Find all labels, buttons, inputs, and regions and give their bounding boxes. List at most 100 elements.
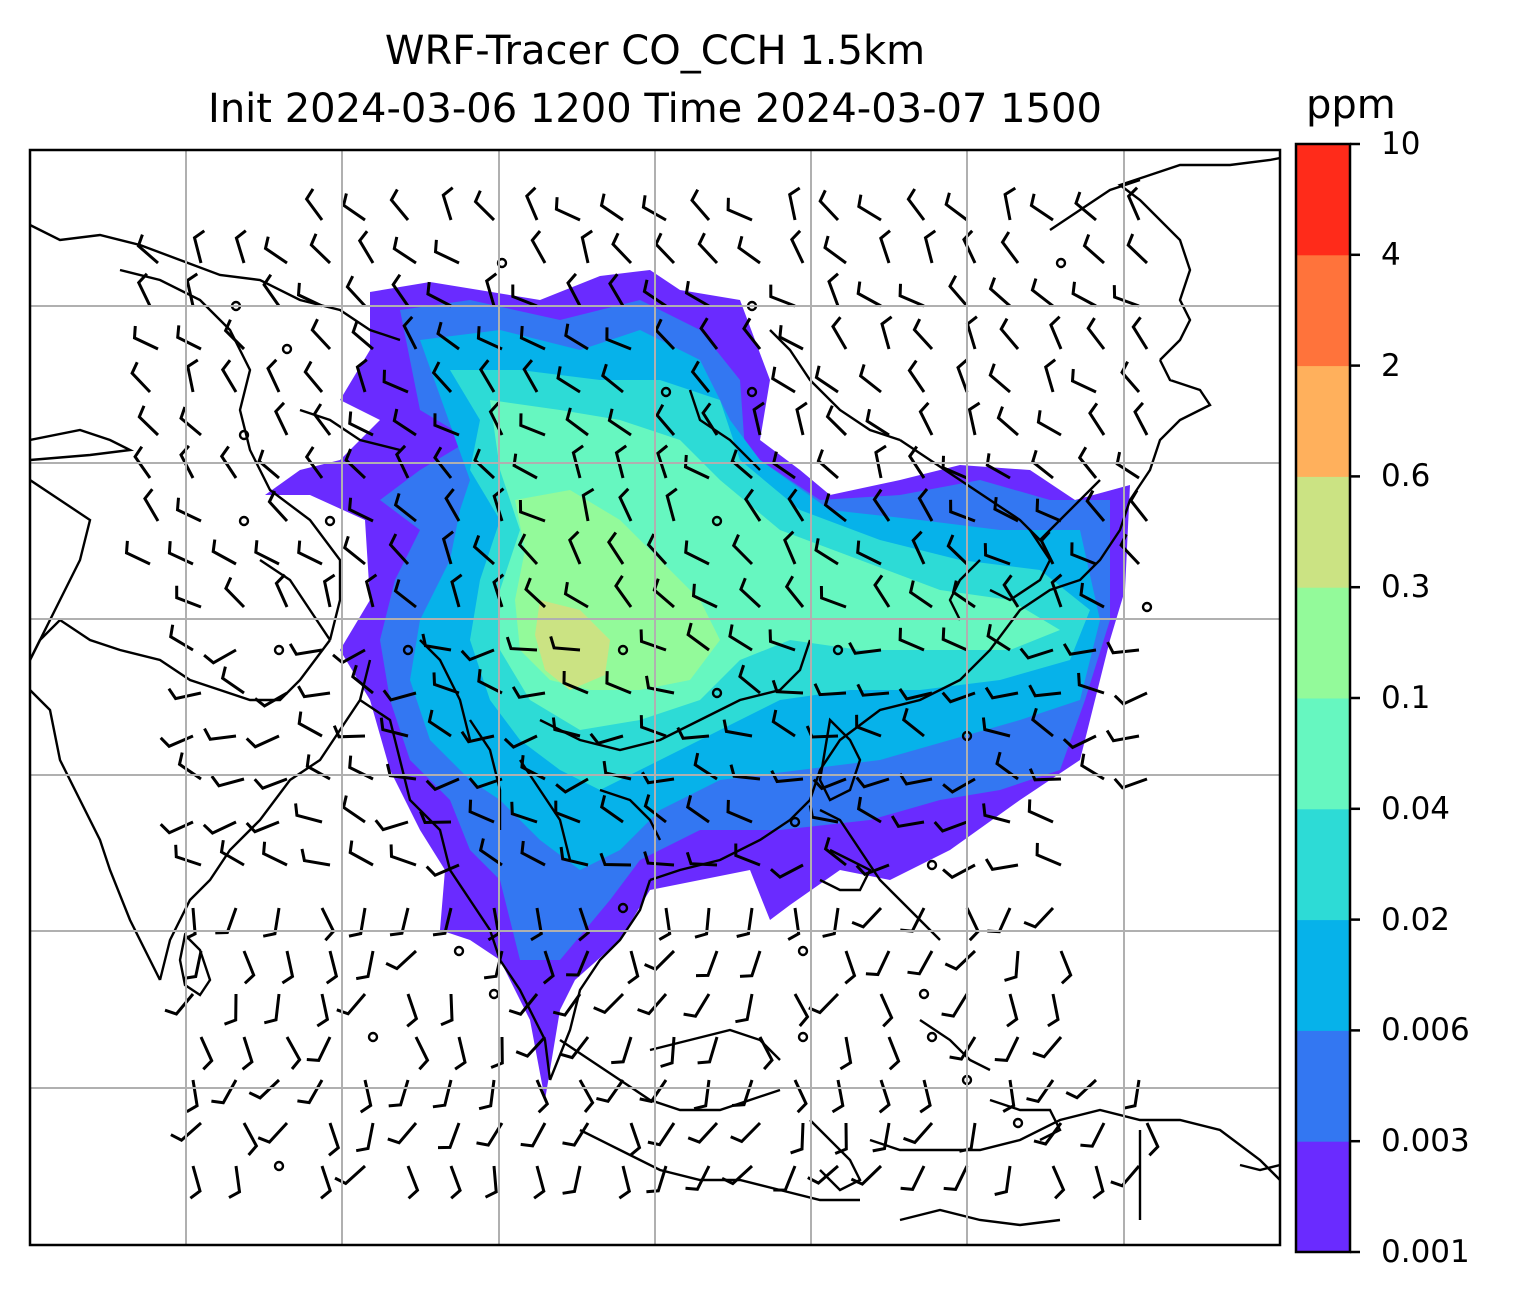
wind-barb [982,803,1011,824]
wind-barb [344,448,367,480]
wind-barb [505,636,538,652]
wind-barb [549,635,581,652]
wind-barb [699,317,719,350]
wind-barb [336,993,367,1016]
calm-wind-marker [453,945,465,957]
wind-barb [1000,231,1020,264]
colorbar-swatch [1296,144,1350,256]
wind-barb [1029,193,1054,222]
wind-barb [565,407,589,437]
wind-barb [851,906,883,929]
wind-barb [345,275,367,308]
wind-barb [242,1122,259,1156]
wind-barb [132,325,159,351]
wind-barb [606,531,625,565]
wind-barb [220,666,245,695]
wind-barb [738,664,761,695]
wind-barb [691,583,718,609]
wind-barb [1059,950,1073,985]
wind-barb [460,730,495,744]
colorbar-swatch [1296,365,1350,477]
calm-wind-marker [273,1160,285,1172]
wind-barb [1120,361,1141,393]
wind-barb [1113,777,1148,790]
calm-wind-marker [660,386,672,398]
wind-barb [253,777,288,790]
wind-barbs [124,186,1160,1200]
wind-barb [1050,573,1063,608]
wind-barb [1035,498,1062,523]
colorbar-swatch [1296,254,1350,367]
wind-barb [907,445,926,479]
wind-barb [856,281,882,308]
wind-barb [1080,1122,1106,1148]
wind-barb [601,363,624,394]
calm-wind-marker [238,429,250,441]
wind-barb [643,794,667,824]
wind-barb [245,734,280,749]
colorbar-tick-label: 0.6 [1381,458,1431,495]
colorbar-tick-label: 0.006 [1381,1012,1470,1049]
wind-barb [879,229,891,264]
wind-barb [454,1036,467,1071]
wind-barb [511,686,546,699]
wind-barb [406,1165,420,1200]
wind-barb [878,1079,891,1114]
wind-barb [564,323,589,351]
wind-barb [436,321,460,351]
wind-barb [855,714,882,738]
wind-barb [578,1079,595,1113]
calm-wind-marker [281,343,293,355]
wind-barb [303,360,324,393]
wind-barb [1077,446,1098,479]
wind-barb [524,577,547,609]
wind-barb [518,499,546,523]
wind-barb [562,1122,590,1147]
wind-barb [999,317,1020,350]
wind-barb [581,487,595,522]
wind-barb [223,319,246,351]
wind-barb [266,358,281,393]
wind-barb [297,540,323,566]
wind-barb [646,533,668,566]
wind-barb [850,1164,883,1186]
wind-barb [554,800,581,824]
wind-barb [348,411,374,437]
wind-barb [912,318,934,351]
wind-barb [566,950,590,977]
wind-barb [393,492,417,523]
wind-barb [900,1165,926,1191]
wind-barb [1019,647,1054,660]
wind-barb [199,1036,214,1071]
wind-barb [563,581,589,609]
wind-barb [690,360,711,393]
wind-barb [827,272,840,307]
wind-barb [599,193,624,222]
wind-barb [274,573,289,608]
wind-barb [562,1165,582,1195]
wind-barb [478,1079,496,1111]
wind-barb [1030,449,1054,480]
colorbar-tick-label: 0.04 [1381,790,1451,827]
wind-barb [643,851,675,867]
wind-barb [887,1036,901,1071]
calm-wind-markers [230,257,1153,1172]
wind-barb [814,365,839,394]
map-frame [28,148,1282,1247]
wind-barb [175,585,202,609]
wind-barb [731,534,754,566]
wind-barb [684,540,710,566]
wind-barb [941,455,968,480]
wind-barb [1070,542,1097,566]
wind-barb [183,907,197,941]
wind-barb [944,949,977,971]
wind-barb [743,488,762,522]
wind-barb [449,1165,462,1200]
calm-wind-marker [797,945,809,957]
wind-barb [262,273,281,307]
wind-barb [245,820,280,834]
wind-barb [1113,691,1148,706]
wind-barb [517,533,539,566]
wind-barb [856,540,882,566]
wind-barb [566,272,582,307]
